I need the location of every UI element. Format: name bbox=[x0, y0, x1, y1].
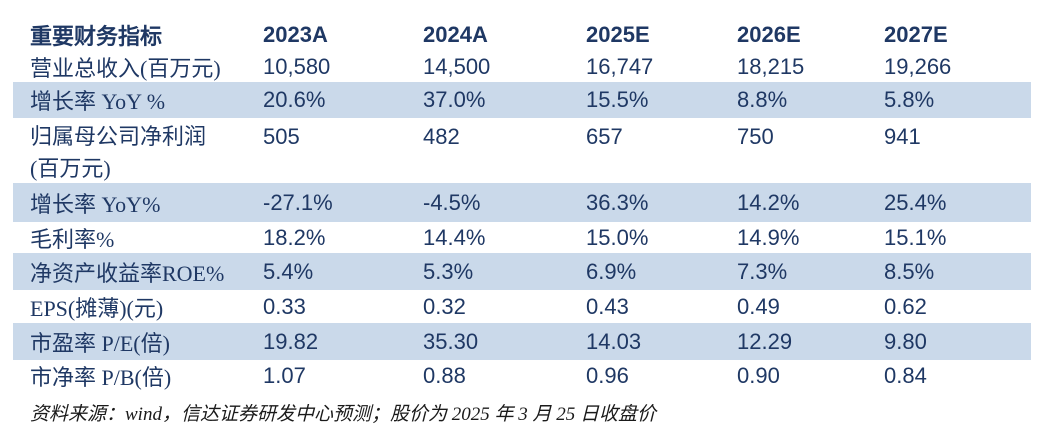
row-label: 净资产收益率ROE% bbox=[30, 260, 225, 286]
row-label-line1: 归属母公司净利润 bbox=[30, 124, 207, 149]
column-header-2023a: 2023A bbox=[263, 22, 328, 47]
cell-value: 1.07 bbox=[263, 363, 306, 388]
cell-value: 15.0% bbox=[586, 224, 649, 250]
cell-value: 5.3% bbox=[423, 258, 474, 284]
table-header-row: 重要财务指标 2023A 2024A 2025E 2026E 2027E bbox=[13, 18, 1031, 52]
cell-value: 9.80 bbox=[884, 328, 927, 354]
cell-value: 25.4% bbox=[884, 189, 947, 215]
row-label: 市盈率 P/E(倍) bbox=[30, 330, 170, 356]
row-label: 增长率 YoY% bbox=[30, 191, 161, 217]
cell-value: 0.90 bbox=[737, 363, 780, 388]
cell-value: 19,266 bbox=[884, 54, 952, 79]
column-header-2026e: 2026E bbox=[737, 22, 801, 47]
table-row-profit-yoy: 增长率 YoY% -27.1% -4.5% 36.3% 14.2% 25.4% bbox=[13, 183, 1031, 222]
cell-value: 7.3% bbox=[737, 258, 788, 284]
table-row-pb: 市净率 P/B(倍) 1.07 0.88 0.96 0.90 0.84 bbox=[13, 360, 1031, 392]
row-label-line2: (百万元) bbox=[30, 156, 111, 181]
cell-value: 0.88 bbox=[423, 363, 466, 388]
row-label: EPS(摊薄)(元) bbox=[30, 295, 164, 321]
table-row-eps: EPS(摊薄)(元) 0.33 0.32 0.43 0.49 0.62 bbox=[13, 290, 1031, 323]
cell-value: 18.2% bbox=[263, 224, 326, 250]
cell-value: 0.33 bbox=[263, 293, 306, 319]
cell-value: 14,500 bbox=[423, 54, 491, 79]
cell-value: 8.8% bbox=[737, 87, 788, 112]
cell-value: 36.3% bbox=[586, 189, 649, 215]
financial-metrics-table: 重要财务指标 2023A 2024A 2025E 2026E 2027E 营业总… bbox=[13, 18, 1031, 392]
row-label: 增长率 YoY % bbox=[30, 89, 166, 114]
cell-value: 14.4% bbox=[423, 224, 486, 250]
cell-value: 0.32 bbox=[423, 293, 466, 319]
cell-value: 0.62 bbox=[884, 293, 927, 319]
cell-value: 505 bbox=[263, 124, 300, 149]
row-label: 营业总收入(百万元) bbox=[30, 56, 221, 81]
cell-value: 0.43 bbox=[586, 293, 629, 319]
cell-value: 14.2% bbox=[737, 189, 800, 215]
cell-value: -4.5% bbox=[423, 189, 481, 215]
cell-value: 6.9% bbox=[586, 258, 637, 284]
cell-value: 15.5% bbox=[586, 87, 649, 112]
table-row-roe: 净资产收益率ROE% 5.4% 5.3% 6.9% 7.3% 8.5% bbox=[13, 253, 1031, 290]
cell-value: 941 bbox=[884, 124, 921, 149]
source-note: 资料来源：wind，信达证券研发中心预测；股价为 2025 年 3 月 25 日… bbox=[30, 404, 656, 425]
column-header-2027e: 2027E bbox=[884, 22, 948, 47]
column-header-2025e: 2025E bbox=[586, 22, 650, 47]
table-row-revenue-yoy: 增长率 YoY % 20.6% 37.0% 15.5% 8.8% 5.8% bbox=[13, 82, 1031, 118]
cell-value: 14.9% bbox=[737, 224, 800, 250]
table-row-gross-margin: 毛利率% 18.2% 14.4% 15.0% 14.9% 15.1% bbox=[13, 222, 1031, 253]
cell-value: 10,580 bbox=[263, 54, 331, 79]
table-row-net-profit: 归属母公司净利润 (百万元) 505 482 657 750 941 bbox=[13, 118, 1031, 183]
cell-value: 18,215 bbox=[737, 54, 805, 79]
table-row-revenue: 营业总收入(百万元) 10,580 14,500 16,747 18,215 1… bbox=[13, 52, 1031, 82]
cell-value: 0.49 bbox=[737, 293, 780, 319]
cell-value: 19.82 bbox=[263, 328, 319, 354]
cell-value: 15.1% bbox=[884, 224, 947, 250]
cell-value: 657 bbox=[586, 124, 623, 149]
cell-value: 20.6% bbox=[263, 87, 326, 112]
cell-value: 16,747 bbox=[586, 54, 654, 79]
table-row-pe: 市盈率 P/E(倍) 19.82 35.30 14.03 12.29 9.80 bbox=[13, 323, 1031, 360]
row-label: 毛利率% bbox=[30, 226, 115, 252]
column-header-2024a: 2024A bbox=[423, 22, 488, 47]
cell-value: 750 bbox=[737, 124, 774, 149]
cell-value: 482 bbox=[423, 124, 460, 149]
row-label: 归属母公司净利润 (百万元) bbox=[13, 118, 263, 185]
row-label: 市净率 P/B(倍) bbox=[30, 365, 172, 390]
cell-value: 8.5% bbox=[884, 258, 935, 284]
cell-value: -27.1% bbox=[263, 189, 333, 215]
table-title: 重要财务指标 bbox=[30, 24, 163, 49]
cell-value: 14.03 bbox=[586, 328, 642, 354]
cell-value: 12.29 bbox=[737, 328, 793, 354]
cell-value: 37.0% bbox=[423, 87, 486, 112]
cell-value: 5.8% bbox=[884, 87, 935, 112]
cell-value: 0.84 bbox=[884, 363, 927, 388]
cell-value: 5.4% bbox=[263, 258, 314, 284]
cell-value: 0.96 bbox=[586, 363, 629, 388]
cell-value: 35.30 bbox=[423, 328, 479, 354]
